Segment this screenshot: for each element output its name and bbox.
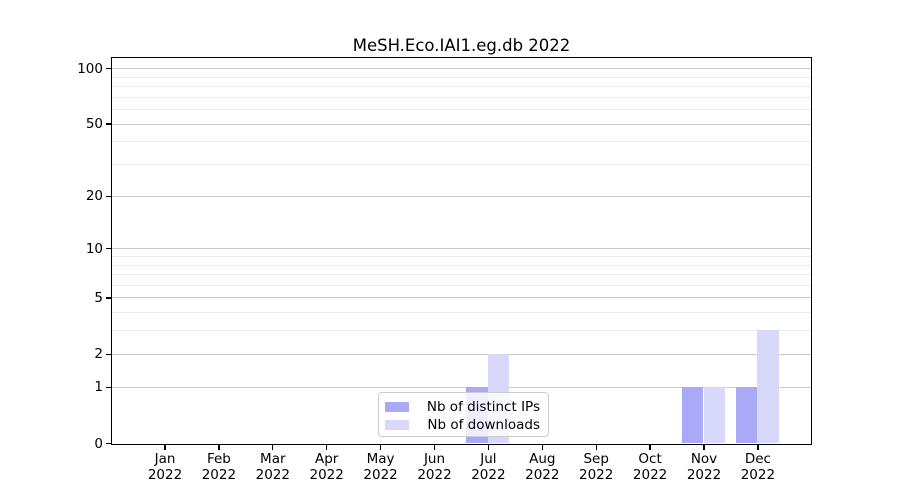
legend-swatch-distinct-ips — [385, 402, 409, 412]
y-tick-mark — [105, 297, 112, 299]
x-tick-mark — [595, 444, 597, 450]
x-tick-label: Feb 2022 — [179, 451, 259, 483]
x-tick-label: Jun 2022 — [395, 451, 475, 483]
x-tick-label: Jul 2022 — [448, 451, 528, 483]
gridline-major — [112, 123, 811, 125]
x-tick-year: 2022 — [147, 466, 183, 483]
x-tick-mark — [703, 444, 705, 450]
x-tick-year: 2022 — [417, 466, 452, 483]
gridline-minor — [112, 284, 811, 286]
y-tick-label: 0 — [94, 435, 103, 452]
x-tick-month: Oct — [638, 451, 662, 467]
x-tick-mark — [757, 444, 759, 450]
gridline-minor — [112, 256, 811, 257]
x-tick-month: Jul — [480, 451, 497, 467]
x-tick-label: Mar 2022 — [233, 451, 313, 483]
y-tick-label: 100 — [77, 60, 103, 77]
bar-distinct-ips-dec-2022 — [735, 386, 758, 443]
y-tick-mark — [105, 67, 112, 70]
x-tick-mark — [379, 444, 382, 450]
x-tick-year: 2022 — [471, 466, 506, 483]
y-tick-mark — [105, 386, 112, 388]
y-tick-mark — [105, 195, 112, 197]
x-tick-mark — [487, 444, 490, 450]
bar-downloads-nov-2022 — [703, 386, 726, 443]
x-tick-mark — [649, 444, 651, 450]
x-tick-mark — [326, 444, 328, 450]
y-tick-label: 5 — [94, 289, 103, 306]
x-tick-label: Jan 2022 — [125, 451, 205, 483]
x-tick-year: 2022 — [686, 466, 722, 483]
legend-swatch-downloads — [385, 420, 409, 430]
x-tick-year: 2022 — [255, 466, 290, 483]
y-tick-label: 50 — [85, 116, 103, 133]
x-tick-year: 2022 — [740, 466, 776, 483]
x-tick-label: Aug 2022 — [502, 451, 582, 483]
plot-area — [111, 57, 812, 445]
legend-label-distinct-ips: Nb of distinct IPs — [426, 399, 540, 415]
gridline-major — [112, 68, 811, 70]
gridline-minor — [112, 330, 811, 332]
gridline-minor — [112, 312, 811, 314]
gridline-minor — [112, 264, 811, 266]
x-tick-mark — [541, 444, 543, 450]
y-tick-label: 10 — [85, 240, 103, 257]
x-tick-year: 2022 — [525, 466, 560, 483]
x-tick-year: 2022 — [579, 466, 614, 483]
x-tick-month: Feb — [206, 451, 231, 467]
y-tick-label: 20 — [85, 188, 103, 205]
x-tick-month: Jan — [154, 451, 176, 467]
x-tick-label: Dec 2022 — [718, 451, 798, 483]
legend: Nb of distinct IPs Nb of downloads — [378, 392, 549, 437]
y-tick-label: 1 — [94, 379, 103, 396]
x-tick-year: 2022 — [632, 466, 668, 483]
gridline-minor — [112, 109, 811, 111]
gridline-major — [112, 386, 811, 388]
legend-item-distinct-ips: Nb of distinct IPs — [385, 398, 540, 416]
gridline-major — [112, 248, 811, 250]
x-tick-month: Dec — [744, 451, 771, 467]
y-tick-mark — [105, 248, 112, 250]
y-tick-mark — [105, 353, 112, 355]
x-tick-mark — [218, 444, 220, 450]
x-tick-month: Mar — [260, 451, 286, 467]
gridline-minor — [112, 141, 811, 143]
gridline-major — [112, 195, 811, 197]
x-tick-label: May 2022 — [341, 451, 421, 483]
gridline-minor — [112, 164, 811, 166]
x-tick-month: May — [366, 451, 395, 467]
chart-title: MeSH.Eco.IAI1.eg.db 2022 — [352, 36, 571, 55]
x-tick-month: Jun — [423, 451, 446, 467]
x-tick-label: Oct 2022 — [610, 451, 690, 483]
x-tick-year: 2022 — [309, 466, 344, 483]
x-tick-mark — [164, 444, 166, 450]
legend-label-downloads: Nb of downloads — [427, 417, 540, 433]
x-tick-mark — [433, 444, 436, 450]
x-tick-label: Nov 2022 — [664, 451, 744, 483]
x-tick-year: 2022 — [363, 466, 398, 483]
x-tick-year: 2022 — [201, 466, 237, 483]
gridline-major — [112, 353, 811, 355]
y-tick-label: 2 — [94, 346, 103, 363]
y-tick-mark — [105, 123, 112, 125]
gridline-minor — [112, 86, 811, 88]
x-tick-mark — [272, 444, 274, 450]
x-tick-label: Apr 2022 — [287, 451, 367, 483]
y-tick-mark — [105, 442, 112, 445]
gridline-minor — [112, 274, 811, 276]
bar-downloads-dec-2022 — [757, 330, 779, 443]
bar-distinct-ips-nov-2022 — [681, 386, 704, 443]
x-tick-month: Apr — [315, 451, 339, 467]
legend-item-downloads: Nb of downloads — [385, 416, 540, 434]
gridline-major — [112, 297, 811, 299]
x-tick-label: Sep 2022 — [556, 451, 636, 483]
x-tick-month: Aug — [529, 451, 556, 467]
x-tick-month: Nov — [690, 451, 718, 467]
gridline-minor — [112, 96, 811, 98]
x-tick-month: Sep — [583, 451, 609, 467]
gridline-minor — [112, 76, 811, 78]
